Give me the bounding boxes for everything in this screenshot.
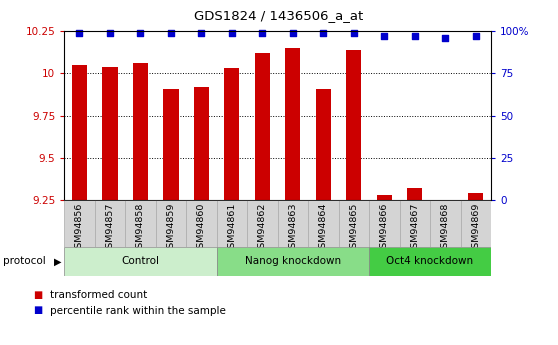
Bar [255, 53, 270, 200]
Bar [339, 200, 369, 247]
Bar [460, 200, 491, 247]
Bar [308, 200, 339, 247]
Bar [133, 63, 148, 200]
Bar [186, 200, 217, 247]
Bar [64, 247, 217, 276]
Text: transformed count: transformed count [50, 290, 147, 300]
Text: GSM94859: GSM94859 [166, 203, 175, 254]
Text: GSM94869: GSM94869 [472, 203, 480, 254]
Bar [278, 200, 308, 247]
Bar [377, 195, 392, 200]
Point [166, 30, 175, 36]
Text: GSM94860: GSM94860 [197, 203, 206, 254]
Bar [95, 200, 125, 247]
Text: GSM94864: GSM94864 [319, 203, 328, 254]
Point [197, 30, 206, 36]
Text: GSM94856: GSM94856 [75, 203, 84, 254]
Bar [163, 89, 179, 200]
Text: percentile rank within the sample: percentile rank within the sample [50, 306, 226, 315]
Bar [194, 87, 209, 200]
Text: ▶: ▶ [54, 256, 61, 266]
Bar [369, 247, 491, 276]
Bar [72, 65, 87, 200]
Point [349, 30, 358, 36]
Text: GSM94862: GSM94862 [258, 203, 267, 254]
Text: GSM94857: GSM94857 [105, 203, 114, 254]
Text: GSM94868: GSM94868 [441, 203, 450, 254]
Bar [64, 200, 95, 247]
Text: ■: ■ [33, 290, 43, 300]
Text: GSM94867: GSM94867 [410, 203, 419, 254]
Bar [369, 200, 400, 247]
Point [319, 30, 328, 36]
Bar [285, 48, 300, 200]
Point [105, 30, 114, 36]
Point [75, 30, 84, 36]
Text: ■: ■ [33, 306, 43, 315]
Point [258, 30, 267, 36]
Point [288, 30, 297, 36]
Text: Oct4 knockdown: Oct4 knockdown [387, 256, 474, 266]
Bar [125, 200, 156, 247]
Point [136, 30, 145, 36]
Point [380, 33, 389, 39]
Bar [247, 200, 277, 247]
Bar [346, 50, 362, 200]
Bar [316, 89, 331, 200]
Bar [468, 193, 483, 200]
Text: GSM94858: GSM94858 [136, 203, 145, 254]
Point [410, 33, 419, 39]
Bar [400, 200, 430, 247]
Bar [430, 200, 460, 247]
Point [472, 33, 480, 39]
Text: GDS1824 / 1436506_a_at: GDS1824 / 1436506_a_at [194, 9, 364, 22]
Text: GSM94866: GSM94866 [380, 203, 389, 254]
Bar [224, 68, 239, 200]
Bar [156, 200, 186, 247]
Text: Control: Control [122, 256, 160, 266]
Bar [437, 200, 453, 207]
Bar [407, 188, 422, 200]
Text: GSM94863: GSM94863 [288, 203, 297, 254]
Text: GSM94865: GSM94865 [349, 203, 358, 254]
Text: protocol: protocol [3, 256, 46, 266]
Text: GSM94861: GSM94861 [227, 203, 237, 254]
Bar [102, 67, 118, 200]
Bar [217, 200, 247, 247]
Point [441, 35, 450, 41]
Bar [217, 247, 369, 276]
Text: Nanog knockdown: Nanog knockdown [245, 256, 341, 266]
Point [228, 30, 237, 36]
